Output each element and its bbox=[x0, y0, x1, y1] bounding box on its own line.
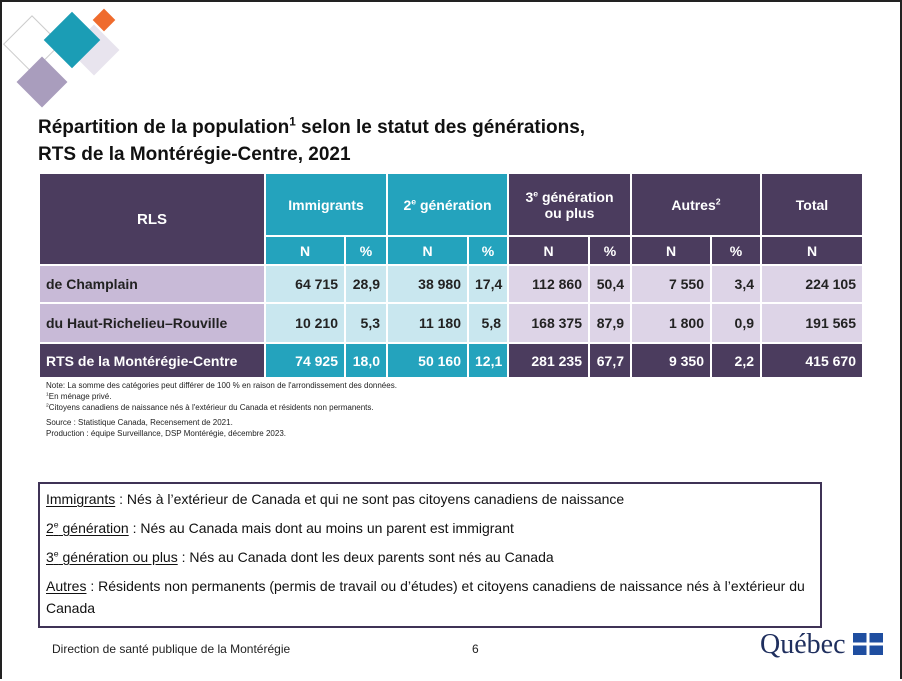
term: Autres bbox=[46, 578, 86, 594]
cell: 18,0 bbox=[345, 343, 387, 378]
cell: 168 375 bbox=[508, 303, 589, 343]
note: Source : Statistique Canada, Recensement… bbox=[46, 417, 397, 428]
definition: Autres : Résidents non permanents (permi… bbox=[46, 575, 814, 619]
cell: 112 860 bbox=[508, 265, 589, 303]
cell: 5,8 bbox=[468, 303, 508, 343]
subheader: % bbox=[711, 236, 761, 265]
group-header-text: Autres bbox=[671, 197, 715, 213]
term-text: 3 bbox=[46, 549, 54, 565]
group-header: 3e génération ou plus bbox=[508, 173, 631, 236]
cell: 38 980 bbox=[387, 265, 468, 303]
group-header: Total bbox=[761, 173, 863, 236]
flag bbox=[853, 633, 883, 655]
subheader: % bbox=[345, 236, 387, 265]
definitions: Immigrants : Nés à l’extérieur de Canada… bbox=[38, 482, 822, 628]
cell: 5,3 bbox=[345, 303, 387, 343]
cell: 7 550 bbox=[631, 265, 711, 303]
logo: Québec bbox=[760, 629, 883, 661]
row-label: de Champlain bbox=[39, 265, 265, 303]
note: 2Citoyens canadiens de naissance nés à l… bbox=[46, 402, 397, 413]
note: 1En ménage privé. bbox=[46, 391, 397, 402]
term-text: génération ou plus bbox=[59, 549, 178, 565]
term: Immigrants bbox=[46, 491, 115, 507]
cell: 415 670 bbox=[761, 343, 863, 378]
note-text: Citoyens canadiens de naissance nés à l'… bbox=[49, 403, 374, 412]
cell: 50 160 bbox=[387, 343, 468, 378]
group-header: Immigrants bbox=[265, 173, 387, 236]
row-label: du Haut-Richelieu–Rouville bbox=[39, 303, 265, 343]
slide: Répartition de la population1 selon le s… bbox=[0, 0, 902, 679]
footer-text: Direction de santé publique de la Montér… bbox=[52, 642, 290, 656]
group-header: 2e génération bbox=[387, 173, 508, 236]
definition: 2e génération : Nés au Canada mais dont … bbox=[46, 517, 814, 539]
group-header-text: Total bbox=[796, 197, 828, 213]
description: : Nés au Canada dont les deux parents so… bbox=[178, 549, 554, 565]
cell: 74 925 bbox=[265, 343, 345, 378]
group-header-text: génération bbox=[416, 197, 491, 213]
title: Répartition de la population1 selon le s… bbox=[38, 114, 585, 168]
term-text: Immigrants bbox=[46, 491, 115, 507]
term: 3e génération ou plus bbox=[46, 549, 178, 565]
cell: 67,7 bbox=[589, 343, 631, 378]
cell: 64 715 bbox=[265, 265, 345, 303]
cell: 191 565 bbox=[761, 303, 863, 343]
group-header: Autres2 bbox=[631, 173, 761, 236]
subheader: % bbox=[468, 236, 508, 265]
subheader: N bbox=[508, 236, 589, 265]
note: Production : équipe Surveillance, DSP Mo… bbox=[46, 428, 397, 439]
subheader: N bbox=[387, 236, 468, 265]
note-text: Note: La somme des catégories peut diffé… bbox=[46, 381, 397, 390]
cell: 87,9 bbox=[589, 303, 631, 343]
page-number: 6 bbox=[472, 642, 479, 656]
cell: 9 350 bbox=[631, 343, 711, 378]
group-header-text: Immigrants bbox=[288, 197, 363, 213]
cell: 224 105 bbox=[761, 265, 863, 303]
note-text: Production : équipe Surveillance, DSP Mo… bbox=[46, 429, 286, 438]
note-text: Source : Statistique Canada, Recensement… bbox=[46, 418, 233, 427]
decoration bbox=[2, 2, 142, 112]
note-text: En ménage privé. bbox=[49, 392, 112, 401]
description: : Nés au Canada mais dont au moins un pa… bbox=[129, 520, 514, 536]
cell: 12,1 bbox=[468, 343, 508, 378]
row-header: RLS bbox=[39, 173, 265, 265]
description: : Résidents non permanents (permis de tr… bbox=[46, 578, 805, 616]
group-header-text: génération ou plus bbox=[538, 189, 613, 221]
term-text: génération bbox=[59, 520, 129, 536]
cell: 17,4 bbox=[468, 265, 508, 303]
subheader: % bbox=[589, 236, 631, 265]
notes: Note: La somme des catégories peut diffé… bbox=[46, 380, 397, 439]
cell: 11 180 bbox=[387, 303, 468, 343]
cell: 0,9 bbox=[711, 303, 761, 343]
definition: Immigrants : Nés à l’extérieur de Canada… bbox=[46, 488, 814, 510]
cell: 3,4 bbox=[711, 265, 761, 303]
cell: 2,2 bbox=[711, 343, 761, 378]
term-text: Autres bbox=[46, 578, 86, 594]
subheader: N bbox=[631, 236, 711, 265]
definition: 3e génération ou plus : Nés au Canada do… bbox=[46, 546, 814, 568]
cell: 50,4 bbox=[589, 265, 631, 303]
cell: 10 210 bbox=[265, 303, 345, 343]
cell: 281 235 bbox=[508, 343, 589, 378]
cell: 28,9 bbox=[345, 265, 387, 303]
subheader: N bbox=[761, 236, 863, 265]
description: : Nés à l’extérieur de Canada et qui ne … bbox=[115, 491, 624, 507]
term: 2e génération bbox=[46, 520, 129, 536]
group-header-text-sup: 2 bbox=[716, 196, 721, 206]
note: Note: La somme des catégories peut diffé… bbox=[46, 380, 397, 391]
cell: 1 800 bbox=[631, 303, 711, 343]
term-text: 2 bbox=[46, 520, 54, 536]
subheader: N bbox=[265, 236, 345, 265]
row-label: RTS de la Montérégie-Centre bbox=[39, 343, 265, 378]
